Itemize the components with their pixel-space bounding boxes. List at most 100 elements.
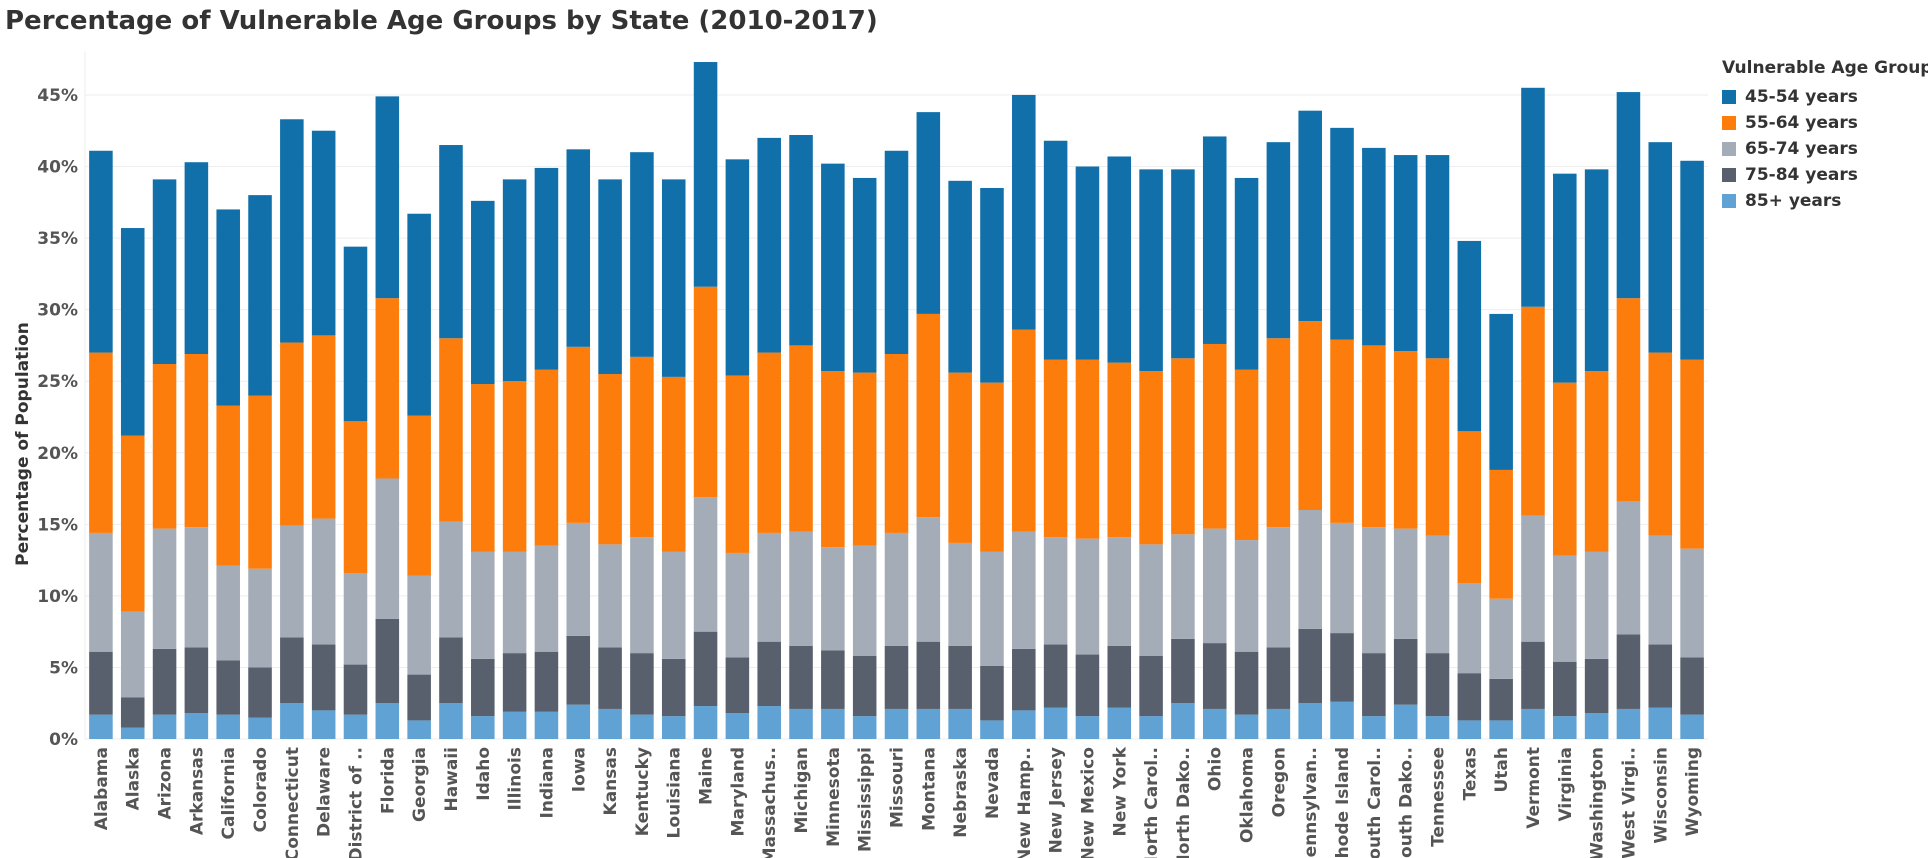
bar-stack (1075, 166, 1100, 739)
bar-segment-45-54-years (566, 149, 591, 347)
bar-segment-65-74-years (757, 532, 781, 642)
bar-stack (821, 163, 845, 739)
bar-stack (1171, 169, 1195, 739)
bar-stack (1393, 155, 1418, 739)
legend-swatch (1722, 194, 1736, 208)
bar-segment-55-64-years (343, 421, 368, 573)
legend-label: 55-64 years (1745, 113, 1858, 133)
bar-segment-75-84-years (1425, 653, 1450, 717)
bar-segment-55-64-years (1298, 321, 1322, 510)
bar-segment-55-64-years (1171, 358, 1195, 535)
bar-segment-55-64-years (407, 415, 431, 576)
bar-segment-45-54-years (1298, 110, 1322, 322)
bar-segment-55-64-years (821, 371, 845, 548)
bar-segment-75-84-years (1075, 654, 1100, 717)
bar-stack (471, 200, 495, 739)
bar-segment-65-74-years (948, 542, 972, 646)
bar-segment-55-64-years (1648, 352, 1673, 536)
x-tick-label: Delaware (315, 747, 335, 837)
bar-segment-85plus-years (502, 711, 527, 739)
bar-segment-75-84-years (216, 660, 240, 715)
bar-segment-45-54-years (439, 145, 463, 339)
bar-segment-85plus-years (566, 704, 591, 739)
bar-segment-55-64-years (1553, 382, 1577, 556)
bar-segment-85plus-years (661, 716, 686, 739)
bar-segment-45-54-years (89, 150, 113, 353)
bar-segment-55-64-years (693, 286, 718, 498)
legend-item[interactable]: 65-74 years (1722, 136, 1928, 162)
bar-segment-45-54-years (1202, 136, 1227, 344)
bar-segment-45-54-years (1489, 313, 1513, 470)
x-tick-label: Alabama (92, 747, 112, 830)
bar-segment-65-74-years (311, 518, 336, 645)
bar-segment-85plus-years (1075, 716, 1100, 739)
bar-stack (789, 135, 813, 739)
bar-segment-75-84-years (789, 645, 813, 709)
bar-stack (120, 228, 145, 739)
bar-segment-85plus-years (852, 716, 877, 739)
bar-segment-75-84-years (1489, 678, 1513, 721)
bar-segment-75-84-years (1584, 658, 1609, 714)
bar-segment-45-54-years (725, 159, 750, 376)
bar-segment-45-54-years (248, 195, 272, 396)
bar-segment-65-74-years (884, 532, 909, 646)
x-tick-label: North Carol.. (1142, 747, 1162, 858)
bar-segment-45-54-years (1584, 169, 1609, 372)
bar-segment-85plus-years (471, 716, 495, 739)
legend-swatch (1722, 90, 1736, 104)
bar-segment-75-84-years (280, 637, 304, 704)
bar-segment-75-84-years (1680, 657, 1704, 715)
x-tick-label: Minnesota (824, 747, 844, 847)
bar-segment-65-74-years (1553, 555, 1577, 662)
bar-segment-75-84-years (948, 645, 972, 709)
bar-segment-65-74-years (502, 551, 527, 654)
legend-item[interactable]: 55-64 years (1722, 110, 1928, 136)
x-tick-label: Massachus.. (760, 747, 780, 858)
bar-segment-55-64-years (598, 374, 622, 545)
bar-segment-85plus-years (980, 720, 1004, 739)
bar-stack (1043, 140, 1068, 739)
x-tick-label: Iowa (569, 747, 589, 792)
legend-label: 45-54 years (1745, 87, 1858, 107)
x-tick-label: Florida (378, 747, 398, 814)
bar-segment-85plus-years (948, 708, 972, 739)
bar-segment-65-74-years (1202, 528, 1227, 644)
bar-stack (1648, 142, 1673, 739)
bar-segment-75-84-years (980, 666, 1004, 721)
bar-segment-75-84-years (1521, 641, 1545, 709)
bar-segment-45-54-years (1425, 155, 1450, 359)
x-tick-label: Hawaii (442, 747, 462, 812)
bar-segment-45-54-years (1107, 156, 1132, 363)
bar-stack (184, 162, 209, 739)
legend-item[interactable]: 45-54 years (1722, 84, 1928, 110)
bar-segment-55-64-years (1075, 359, 1100, 539)
bar-segment-85plus-years (821, 708, 845, 739)
bar-segment-75-84-years (661, 658, 686, 717)
bar-stack (725, 159, 750, 739)
x-tick-label: Arkansas (187, 747, 207, 835)
y-tick-label: 40% (37, 158, 78, 178)
bar-segment-75-84-years (1234, 651, 1259, 715)
legend-item[interactable]: 75-84 years (1722, 162, 1928, 188)
bar-stack (1553, 173, 1577, 739)
bar-segment-55-64-years (1202, 343, 1227, 529)
bar-segment-65-74-years (693, 497, 718, 632)
bar-segment-75-84-years (1202, 643, 1227, 709)
bar-segment-85plus-years (375, 703, 400, 739)
bar-segment-55-64-years (1362, 345, 1386, 528)
bar-segment-85plus-years (216, 714, 240, 739)
x-tick-label: Vermont (1524, 747, 1544, 829)
x-tick-label: Oregon (1269, 747, 1289, 817)
bar-segment-45-54-years (471, 200, 495, 385)
bar-segment-75-84-years (1012, 648, 1036, 711)
bar-segment-85plus-years (280, 703, 304, 739)
bar-segment-75-84-years (916, 641, 941, 709)
legend-item[interactable]: 85+ years (1722, 188, 1928, 214)
bar-stack (1457, 240, 1482, 739)
stacked-bar-chart: 0% 5% 10% 15% 20% 25% 30% 35% 40% 45% Alabama Alas… (13, 52, 1708, 858)
bar-segment-55-64-years (1457, 431, 1482, 583)
bar-segment-45-54-years (1616, 92, 1641, 299)
y-tick-label: 10% (37, 587, 78, 607)
bar-stack (1139, 169, 1163, 739)
bar-segment-85plus-years (1043, 707, 1068, 739)
